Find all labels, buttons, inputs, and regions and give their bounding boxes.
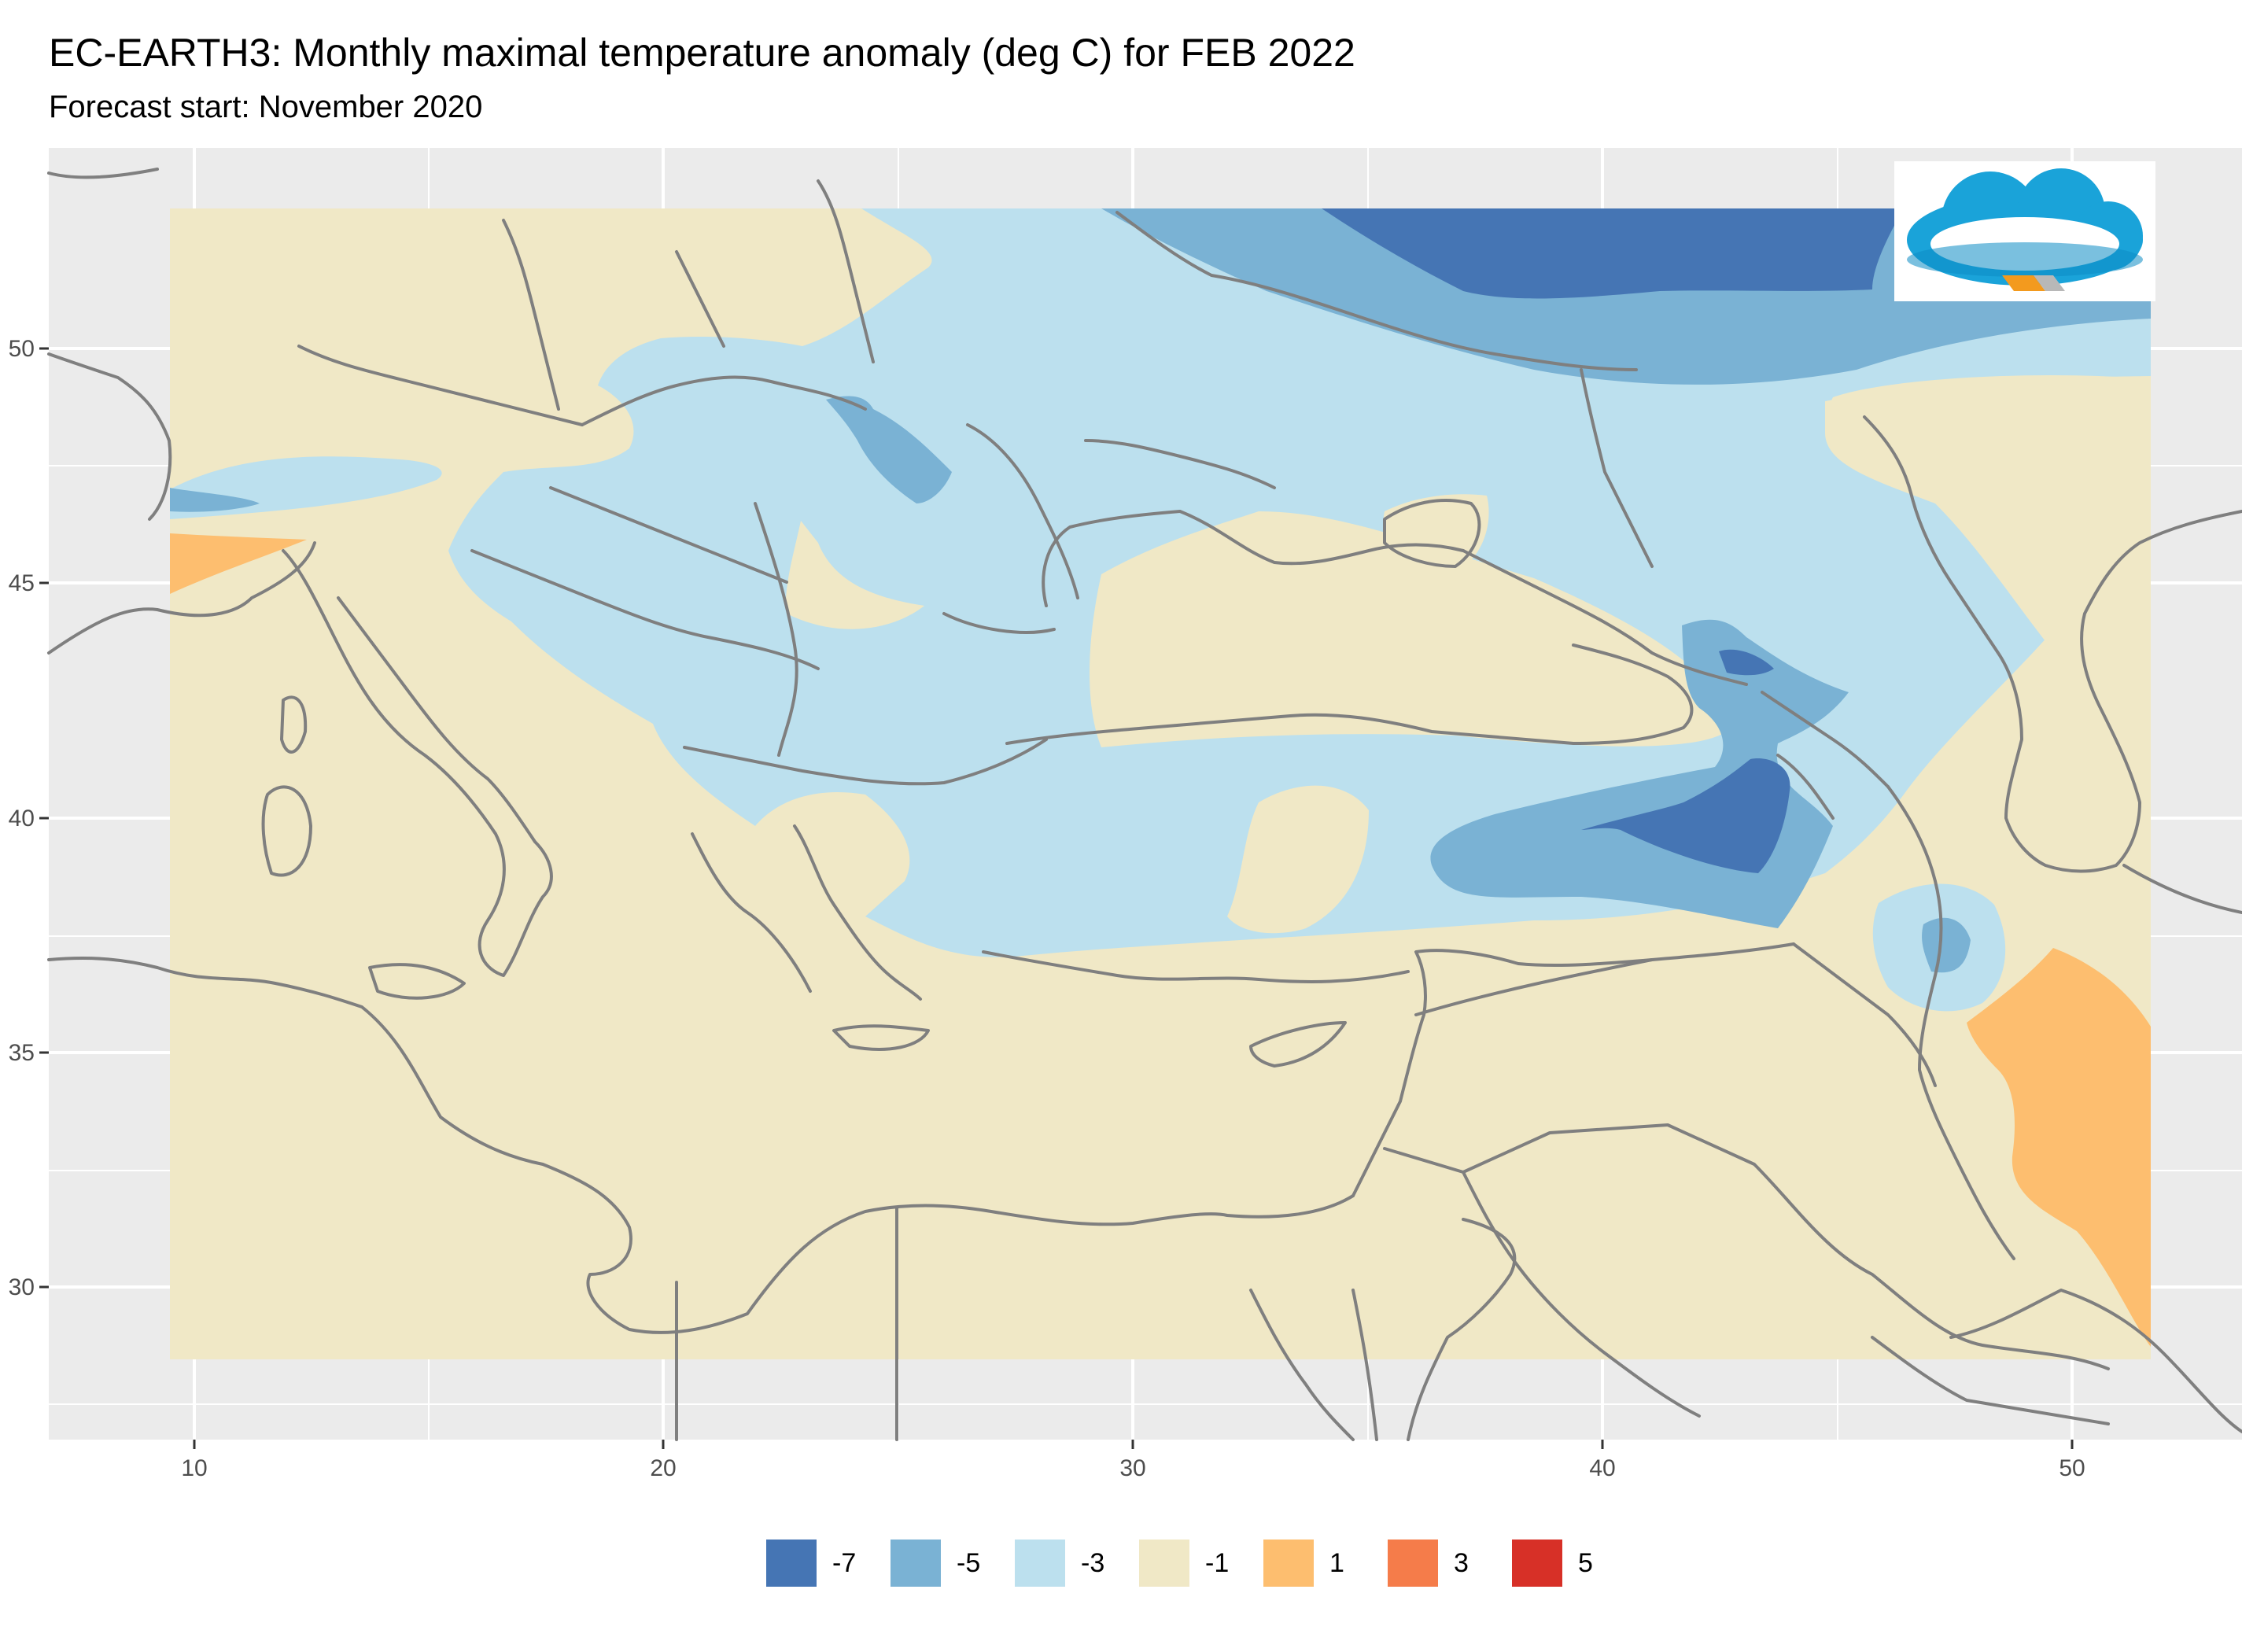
x-axis-labels: 10 20 30 40 50 [181,1455,2085,1481]
legend-label: -7 [832,1547,857,1578]
legend-label: 3 [1454,1547,1469,1578]
legend-label: 1 [1329,1547,1344,1578]
legend-label: -1 [1205,1547,1230,1578]
legend-swatch [765,1538,818,1588]
legend-label: 5 [1578,1547,1593,1578]
y-tick-label: 50 [9,336,35,362]
legend-item: 5 [1510,1538,1613,1588]
x-tick-label: 50 [2059,1455,2085,1481]
cloud-logo-icon [1894,161,2155,301]
y-tick-label: 30 [9,1274,35,1300]
legend-item: -5 [889,1538,991,1588]
legend-item: 1 [1262,1538,1364,1588]
legend-swatch [1510,1538,1564,1588]
coastlines-borders [47,168,2242,1441]
x-tick-label: 10 [181,1455,207,1481]
legend-swatch [1138,1538,1191,1588]
y-tick-label: 35 [9,1040,35,1066]
legend-item: -3 [1013,1538,1115,1588]
legend-item: -7 [765,1538,867,1588]
anomaly-region-minus7 [1322,208,1904,873]
y-axis-labels: 50 45 40 35 30 [9,336,35,1300]
legend-swatch [889,1538,942,1588]
map-title: EC-EARTH3: Monthly maximal temperature a… [49,31,1355,75]
legend-swatch [1262,1538,1315,1588]
y-tick-label: 40 [9,806,35,832]
legend-label: -5 [957,1547,981,1578]
x-tick-label: 20 [650,1455,676,1481]
map-subtitle: Forecast start: November 2020 [49,90,483,124]
x-tick-label: 30 [1119,1455,1145,1481]
x-tick-label: 40 [1589,1455,1615,1481]
axis-ticks [39,347,2074,1449]
legend-swatch [1013,1538,1067,1588]
legend-swatch [1386,1538,1440,1588]
legend-item: -1 [1138,1538,1240,1588]
anomaly-region-plus1 [170,533,2151,1347]
legend-item: 3 [1386,1538,1488,1588]
legend-label: -3 [1081,1547,1105,1578]
y-tick-label: 45 [9,570,35,596]
legend: -7 -5 -3 -1 1 3 5 [765,1538,1635,1588]
anomaly-holes-minus1 [786,376,2151,934]
